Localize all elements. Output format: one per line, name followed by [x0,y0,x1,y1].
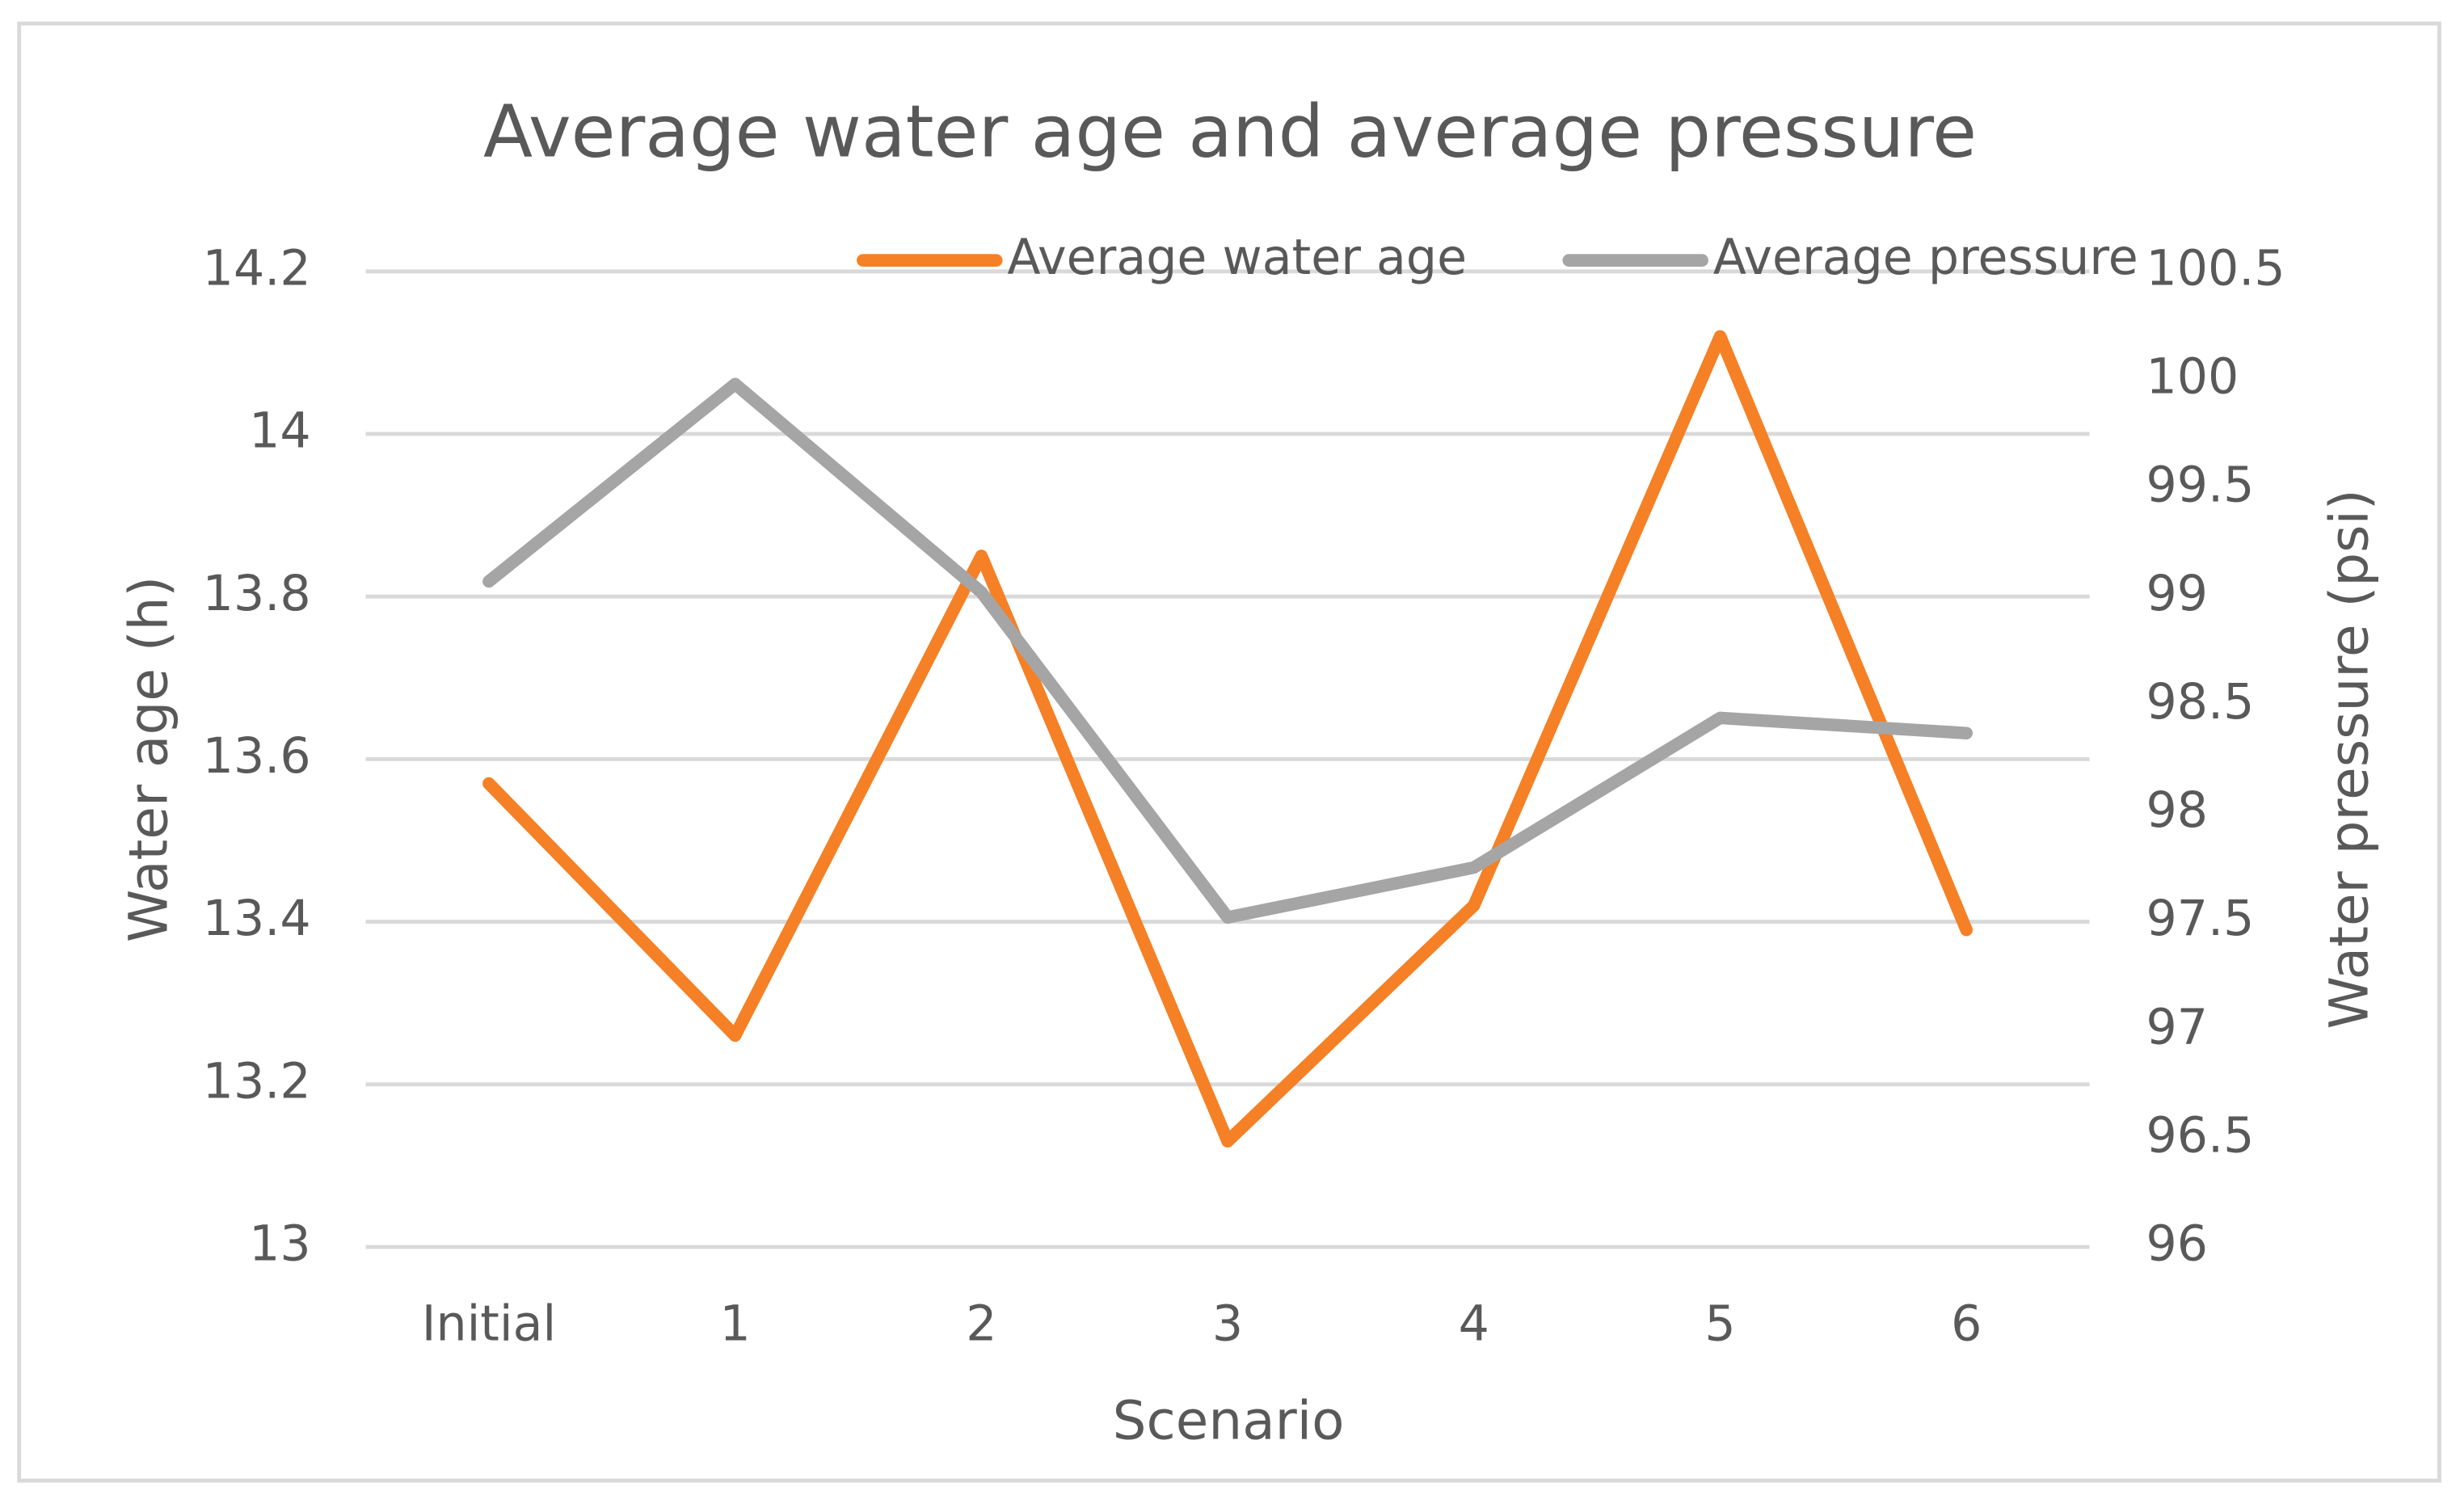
y2-tick-label: 97 [2146,999,2208,1055]
y2-tick-label: 96.5 [2146,1107,2254,1164]
y2-tick-label: 98.5 [2146,674,2254,731]
y-axis-label: Water age (h) [118,576,180,942]
x-tick-label: 3 [1212,1296,1243,1353]
y2-tick-label: 97.5 [2146,891,2254,947]
y2-tick-label: 96 [2146,1216,2208,1273]
x-axis-label: Scenario [1113,1389,1345,1451]
x-tick-label: 6 [1951,1296,1982,1353]
y2-axis-label: Water pressure (psi) [2319,489,2381,1029]
y-tick-label: 14 [249,403,311,460]
legend-label: Average pressure [1713,230,2138,286]
y-tick-label: 13.8 [203,566,311,622]
data-line [482,377,1973,924]
y2-tick-label: 100 [2146,349,2239,406]
y2-tick-label: 99.5 [2146,457,2254,514]
x-tick-label: 1 [720,1296,751,1353]
chart-title: Average water age and average pressure [483,90,1977,174]
data-line [482,330,1973,1148]
x-tick-label: 5 [1704,1296,1735,1353]
y-tick-label: 13.4 [203,891,311,947]
y-tick-label: 13 [249,1216,311,1273]
y2-tick-label: 98 [2146,782,2208,839]
y-tick-label: 13.6 [203,728,311,785]
y-tick-label: 14.2 [203,240,311,297]
legend-label: Average water age [1007,230,1467,286]
y2-tick-label: 99 [2146,566,2208,622]
x-tick-label: 2 [966,1296,996,1353]
x-tick-label: Initial [422,1296,556,1353]
x-tick-label: 4 [1459,1296,1489,1353]
y-tick-label: 13.2 [203,1053,311,1110]
y2-tick-label: 100.5 [2146,240,2285,297]
chart-frame [17,21,2441,1483]
